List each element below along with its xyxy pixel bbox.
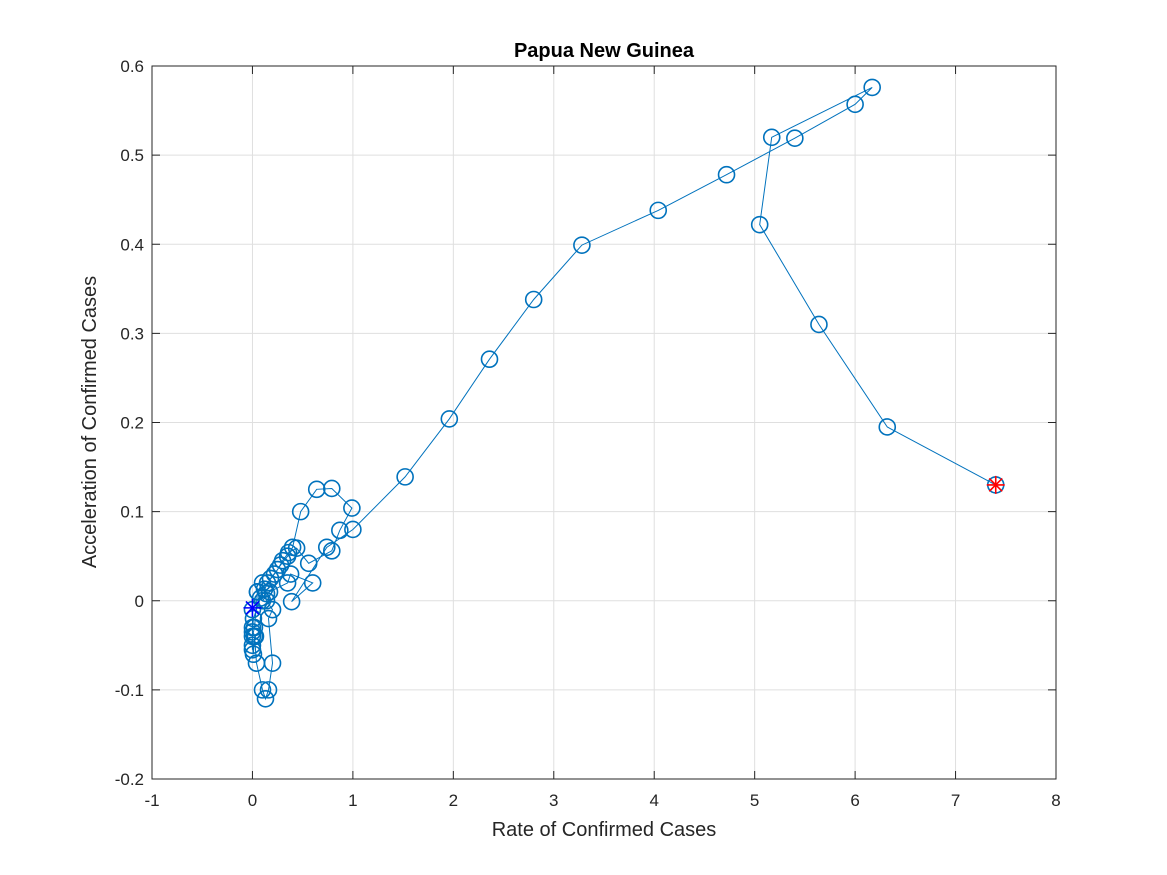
x-tick-label: 3 — [549, 791, 558, 810]
chart-title: Papua New Guinea — [514, 40, 695, 62]
data-point — [248, 583, 267, 601]
y-tick-label: -0.1 — [115, 681, 144, 700]
data-point — [243, 640, 262, 659]
data-point — [303, 574, 322, 592]
data-point — [524, 290, 543, 309]
data-point — [243, 636, 262, 655]
data-point — [291, 502, 310, 521]
x-tick-label: 8 — [1051, 791, 1060, 810]
data-point — [322, 479, 341, 498]
data-point — [344, 520, 362, 539]
data-point — [396, 468, 414, 486]
data-point — [573, 236, 591, 254]
end-marker — [986, 475, 1005, 494]
data-point — [282, 592, 301, 611]
data-point — [259, 681, 278, 699]
data-point — [307, 480, 326, 499]
data-point — [343, 499, 361, 517]
start-marker — [243, 598, 262, 617]
axes: -1 0 1 2 3 4 5 6 7 8 -0.2 -0.1 0 0.1 0.2 0.3 0.4 0.5 0.6 — [115, 57, 1061, 810]
x-axis-label: Rate of Confirmed Cases — [492, 819, 717, 841]
data-point — [245, 618, 264, 637]
data-point — [762, 128, 781, 147]
x-tick-label: 2 — [449, 791, 458, 810]
data-point — [268, 560, 287, 579]
y-tick-label: 0 — [135, 592, 144, 611]
data-point — [786, 129, 804, 147]
data-point — [256, 689, 275, 708]
y-axis-label: Acceleration of Confirmed Cases — [79, 276, 101, 568]
data-point — [253, 591, 272, 610]
x-tick-label: 6 — [850, 791, 859, 810]
data-point — [480, 350, 499, 369]
x-tick-label: 0 — [248, 791, 257, 810]
data-point — [299, 554, 318, 573]
data-point — [717, 165, 736, 184]
data-point — [259, 609, 278, 628]
data-point — [878, 418, 897, 436]
y-tick-label: 0.5 — [120, 146, 144, 165]
data-point — [331, 521, 349, 540]
x-tick-label: 4 — [649, 791, 658, 810]
data-point — [750, 215, 769, 234]
y-tick-label: 0.4 — [120, 235, 144, 254]
endpoint-markers — [243, 475, 1005, 617]
data-point — [253, 681, 272, 699]
data-point — [649, 201, 668, 220]
data-point — [281, 565, 300, 583]
data-point — [322, 542, 341, 560]
y-tick-label: 0.6 — [120, 57, 144, 76]
x-tick-label: 1 — [348, 791, 357, 810]
y-tick-label: 0.2 — [120, 414, 144, 433]
series-layer — [243, 78, 1005, 708]
data-point — [317, 538, 336, 557]
data-point — [260, 583, 279, 601]
x-tick-label: 5 — [750, 791, 759, 810]
y-tick-label: 0.1 — [120, 503, 144, 522]
data-point — [810, 315, 828, 334]
x-tick-label: 7 — [951, 791, 960, 810]
data-point — [263, 600, 282, 619]
y-tick-label: 0.3 — [120, 324, 144, 343]
x-tick-label: -1 — [144, 791, 159, 810]
data-point — [278, 574, 297, 592]
data-point — [863, 78, 881, 97]
data-point — [243, 627, 262, 646]
data-point — [440, 410, 459, 428]
data-point — [846, 95, 864, 114]
data-point — [263, 654, 282, 672]
data-point — [273, 551, 292, 570]
data-point — [244, 609, 263, 628]
y-tick-label: -0.2 — [115, 770, 144, 789]
